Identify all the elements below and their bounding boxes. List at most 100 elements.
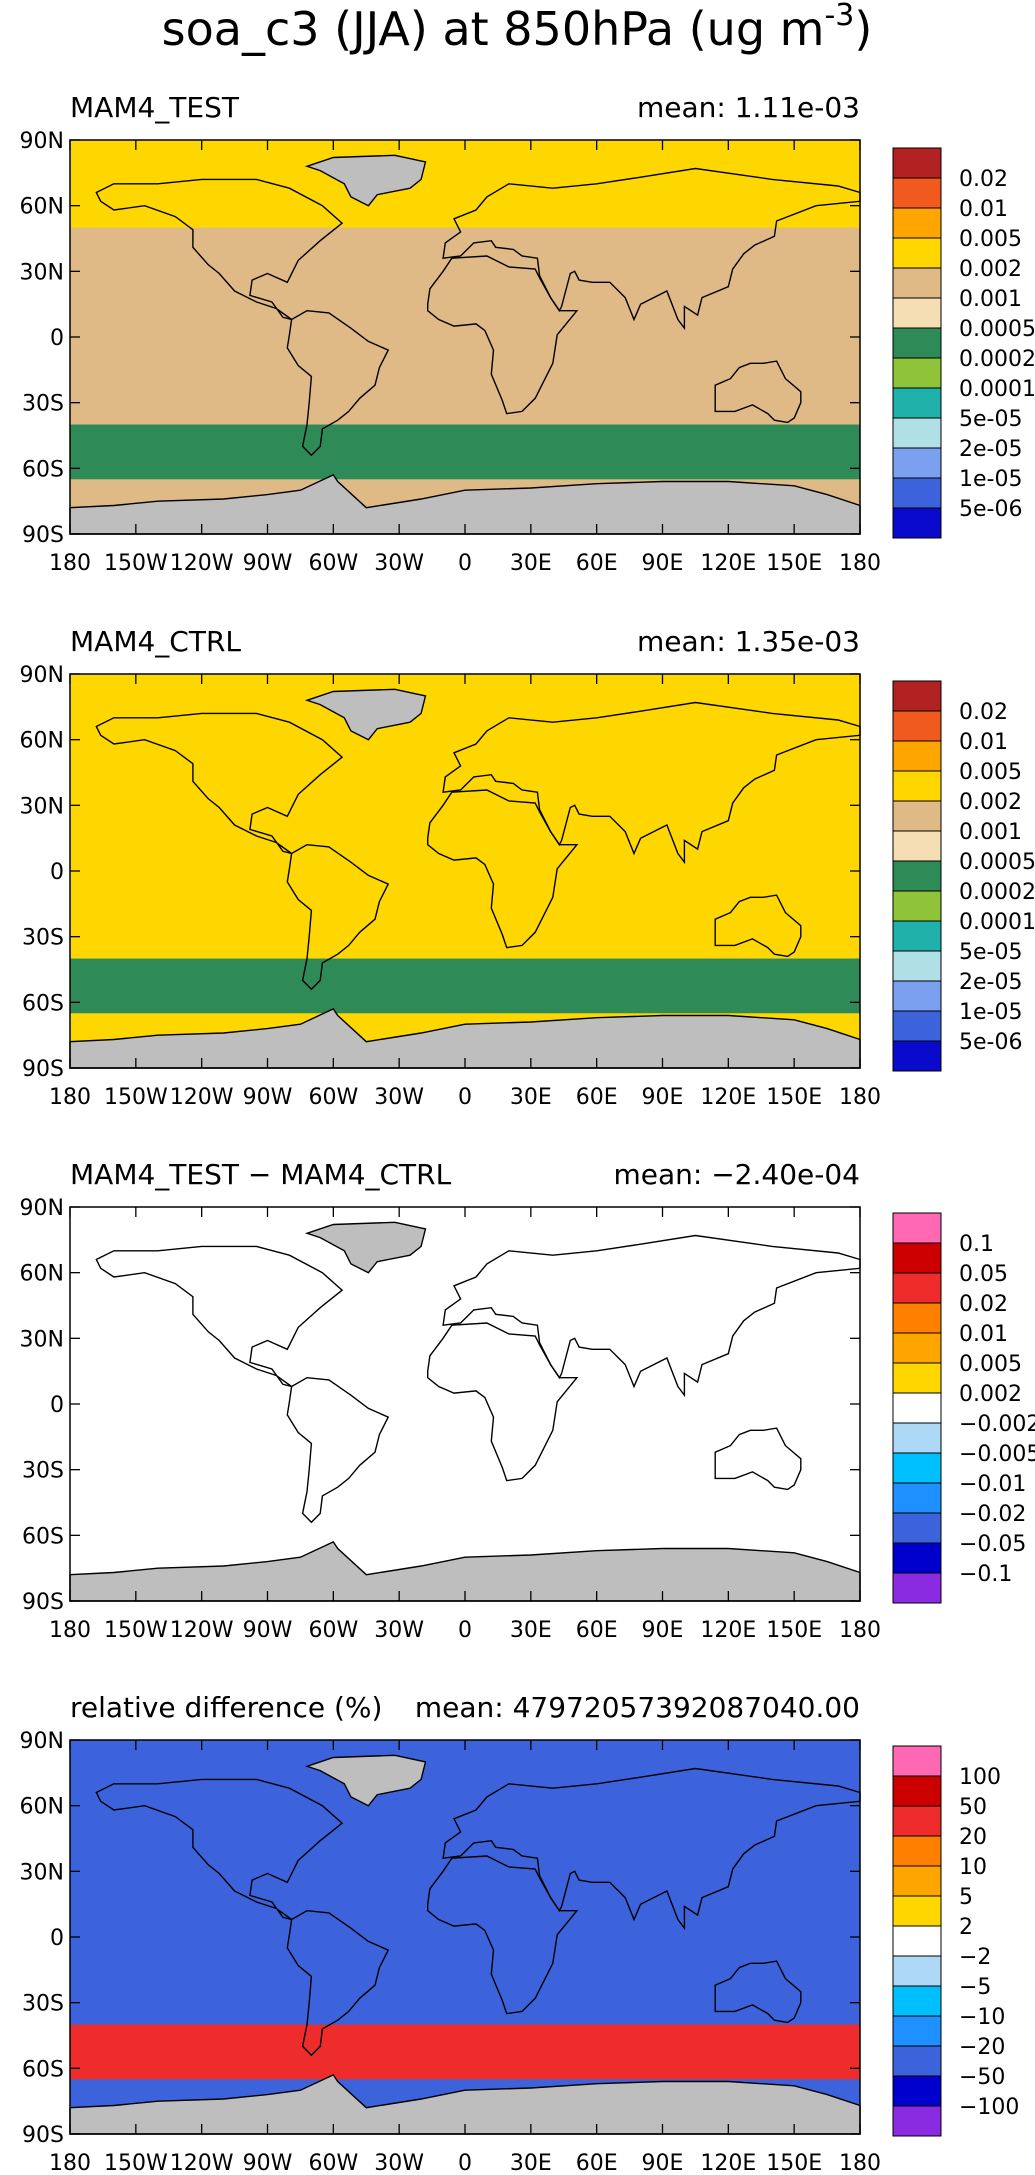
colorbar: 0.02 0.01 0.005 0.002 0.001 0.0005 0.0002 0.000… <box>892 147 1035 539</box>
x-tick-label: 30E <box>510 551 552 576</box>
x-tick-label: 60E <box>576 551 618 576</box>
coastline-australia <box>714 894 802 958</box>
x-tick-label: 90E <box>642 551 684 576</box>
y-tick-label: 0 <box>50 1926 64 1951</box>
y-tick-label: 30S <box>22 1992 64 2017</box>
coastline-africa <box>427 789 579 949</box>
x-tick-label: 150W <box>104 551 168 576</box>
colorbar-box <box>892 1572 942 1604</box>
colorbar-label: 5e-05 <box>959 407 1022 432</box>
x-tick-label: 60W <box>308 551 358 576</box>
x-tick-label: 60E <box>576 2151 618 2175</box>
x-tick-label: 120E <box>700 551 756 576</box>
x-tick-label: 90E <box>642 1085 684 1110</box>
colorbar-box <box>892 267 942 299</box>
y-tick-label: 90S <box>22 2123 64 2148</box>
colorbar-label: −0.1 <box>959 1562 1012 1587</box>
x-tick-label: 150E <box>766 1618 822 1643</box>
x-tick-label: 180 <box>49 2151 91 2175</box>
figure-title-close: ) <box>854 2 872 56</box>
x-tick-label: 30E <box>510 1085 552 1110</box>
x-tick-label: 120E <box>700 2151 756 2175</box>
coastline-africa <box>427 1855 579 2015</box>
coastline-eurasia <box>442 1767 861 1931</box>
colorbar-label: 2 <box>959 1915 973 1940</box>
panel-title: relative difference (%) <box>70 1691 382 1724</box>
colorbar-box <box>892 477 942 509</box>
y-tick-label: 30N <box>20 1327 64 1352</box>
colorbar-box <box>892 1040 942 1072</box>
x-tick-label: 60W <box>308 1618 358 1643</box>
x-tick-label: 0 <box>458 1618 472 1643</box>
y-tick-label: 60S <box>22 2057 64 2082</box>
colorbar-label: −0.005 <box>959 1442 1035 1467</box>
colorbar-box <box>892 357 942 389</box>
x-tick-label: 90W <box>243 1618 293 1643</box>
y-tick-label: 60S <box>22 1524 64 1549</box>
panel-relative-difference: relative difference (%) mean: 47972057392… <box>20 1691 1020 2175</box>
colorbar-box <box>892 177 942 209</box>
y-tick-label: 30N <box>20 1860 64 1885</box>
coastline-greenland <box>304 1221 427 1274</box>
colorbar-box <box>892 1392 942 1424</box>
coastline-africa <box>427 255 579 415</box>
colorbar-label: 20 <box>959 1825 987 1850</box>
y-tick-label: 60N <box>20 1262 64 1287</box>
x-tick-label: 30W <box>374 2151 424 2175</box>
colorbar-box <box>892 387 942 419</box>
y-tick-label: 90S <box>22 1057 64 1082</box>
colorbar-box <box>892 1745 942 1777</box>
y-tick-label: 90S <box>22 1590 64 1615</box>
x-tick-label: 180 <box>839 1085 881 1110</box>
north-polar-band <box>70 1740 860 1828</box>
coastline-north-america <box>95 1778 344 1921</box>
colorbar: 100 50 20 10 5 2 −2 −5 −10 −20 −50 −100 <box>892 1745 1019 2137</box>
colorbar-box <box>892 2075 942 2107</box>
colorbar-label: 0.0002 <box>959 880 1035 905</box>
x-tick-label: 30W <box>374 1085 424 1110</box>
colorbar-box <box>892 1512 942 1544</box>
colorbar-box <box>892 2045 942 2077</box>
coastline-eurasia <box>442 701 861 865</box>
colorbar-label: 0.02 <box>959 167 1008 192</box>
colorbar-box <box>892 1302 942 1334</box>
x-tick-label: 0 <box>458 551 472 576</box>
x-tick-label: 30W <box>374 1618 424 1643</box>
y-tick-label: 30N <box>20 260 64 285</box>
coastline-antarctica <box>69 2074 861 2135</box>
coastline-south-america <box>286 843 390 991</box>
colorbar-box <box>892 770 942 802</box>
panel-mean-label: mean: −2.40e-04 <box>613 1158 860 1191</box>
colorbar-label: 0.0005 <box>959 317 1035 342</box>
y-tick-label: 60S <box>22 991 64 1016</box>
x-tick-label: 150E <box>766 551 822 576</box>
colorbar: 0.02 0.01 0.005 0.002 0.001 0.0005 0.0002 0.000… <box>892 680 1035 1072</box>
panel-title: MAM4_TEST <box>70 91 240 124</box>
x-tick-label: 90W <box>243 551 293 576</box>
x-tick-label: 120E <box>700 1085 756 1110</box>
x-tick-label: 30W <box>374 551 424 576</box>
colorbar-box <box>892 1865 942 1897</box>
colorbar-label: −20 <box>959 2035 1005 2060</box>
x-tick-label: 150E <box>766 1085 822 1110</box>
x-tick-label: 0 <box>458 1085 472 1110</box>
colorbar-label: 0.1 <box>959 1232 994 1257</box>
colorbar-label: 0.002 <box>959 790 1022 815</box>
y-tick-label: 30N <box>20 794 64 819</box>
x-tick-label: 180 <box>839 551 881 576</box>
colorbar-label: −2 <box>959 1945 991 1970</box>
y-tick-label: 90N <box>20 1196 64 1221</box>
coastline-eurasia <box>442 167 861 331</box>
colorbar-box <box>892 207 942 239</box>
coastline-north-america <box>95 712 344 855</box>
y-tick-label: 90N <box>20 129 64 154</box>
x-tick-label: 90E <box>642 1618 684 1643</box>
coastline-australia <box>714 1960 802 2024</box>
x-tick-label: 30E <box>510 2151 552 2175</box>
colorbar-label: 0.0001 <box>959 910 1035 935</box>
colorbar-label: 10 <box>959 1855 987 1880</box>
colorbar-label: 0.01 <box>959 730 1008 755</box>
colorbar-label: 0.002 <box>959 257 1022 282</box>
x-tick-label: 60W <box>308 1085 358 1110</box>
colorbar-label: 0.0005 <box>959 850 1035 875</box>
